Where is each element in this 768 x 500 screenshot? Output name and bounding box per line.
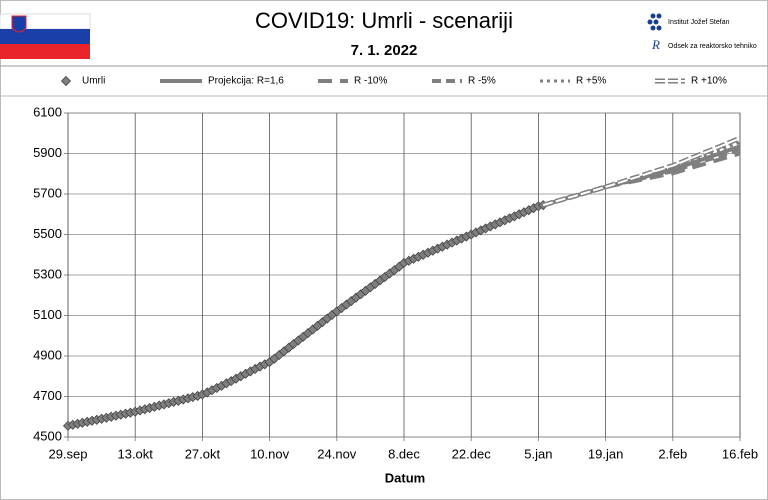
- y-tick-label: 4900: [33, 347, 62, 362]
- y-tick-label: 5300: [33, 266, 62, 281]
- x-tick-label: 22.dec: [452, 446, 492, 461]
- x-tick-label: 27.okt: [185, 446, 221, 461]
- legend-item: Umrli: [60, 75, 105, 87]
- chart-subtitle: 7. 1. 2022: [351, 42, 418, 59]
- flag-red: [0, 44, 90, 59]
- x-tick-label: 10.nov: [250, 446, 290, 461]
- series-line-inner: [542, 137, 741, 207]
- legend-label: R +10%: [691, 76, 727, 87]
- legend-item: R +5%: [540, 76, 606, 87]
- legend-label: R -10%: [354, 76, 387, 87]
- x-tick-label: 2.feb: [658, 446, 687, 461]
- y-tick-label: 6100: [33, 104, 62, 119]
- legend-item: R +10%: [655, 76, 727, 87]
- x-tick-label: 19.jan: [588, 446, 623, 461]
- y-tick-label: 4700: [33, 388, 62, 403]
- x-tick-label: 5.jan: [524, 446, 552, 461]
- legend-item: R -10%: [318, 76, 387, 87]
- x-tick-label: 16.feb: [722, 446, 758, 461]
- legend-label: R +5%: [576, 76, 606, 87]
- y-tick-label: 5100: [33, 307, 62, 322]
- x-axis-title: Datum: [385, 470, 425, 485]
- ra-logo: R: [651, 37, 660, 52]
- legend-label: Projekcija: R=1,6: [208, 76, 284, 87]
- ijs-logo: [647, 13, 662, 31]
- y-tick-label: 5500: [33, 226, 62, 241]
- x-tick-label: 13.okt: [117, 446, 153, 461]
- legend-marker: [60, 75, 72, 87]
- logo-text: Odsek za reaktorsko tehniko: [668, 43, 757, 50]
- coat-of-arms: [11, 15, 27, 33]
- legend-label: R -5%: [468, 76, 496, 87]
- x-tick-label: 8.dec: [388, 446, 420, 461]
- y-tick-label: 5900: [33, 145, 62, 160]
- legend-item: Projekcija: R=1,6: [160, 76, 284, 87]
- legend-label: Umrli: [82, 76, 105, 87]
- logo-text: Institut Jožef Stefan: [668, 19, 730, 26]
- chart-title: COVID19: Umrli - scenariji: [255, 8, 513, 33]
- flag-blue: [0, 29, 90, 44]
- legend-item: R -5%: [432, 76, 496, 87]
- x-tick-label: 24.nov: [317, 446, 357, 461]
- y-tick-label: 5700: [33, 185, 62, 200]
- x-tick-label: 29.sep: [48, 446, 87, 461]
- y-tick-label: 4500: [33, 428, 62, 443]
